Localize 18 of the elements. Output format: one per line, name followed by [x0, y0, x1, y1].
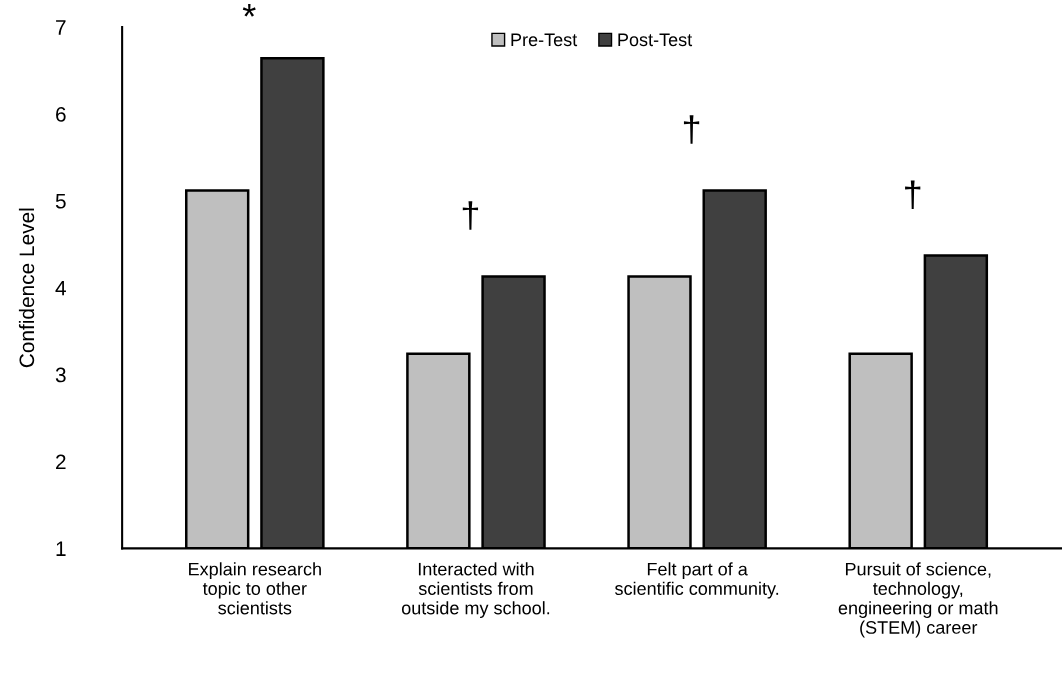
x-tick-label: Pursuit of science, technology, engineering or math (STEM) career [838, 562, 998, 638]
y-tick-label: 5 [55, 194, 66, 209]
y-axis-title: Confidence Level [18, 208, 35, 368]
x-tick-label: Felt part of a scientific community. [615, 562, 779, 599]
y-tick-label: 7 [56, 20, 66, 35]
annotation: † [683, 115, 700, 144]
annotation: † [905, 180, 921, 210]
y-tick-label: 2 [56, 454, 66, 470]
legend-label: Post-Test [618, 33, 693, 47]
legend-label: Pre-Test [511, 33, 578, 47]
x-tick-label: Interacted with scientists from outside my school. [401, 562, 550, 618]
y-tick-label: 4 [55, 280, 66, 296]
text: * [242, 3, 256, 17]
y-tick-label: 6 [56, 106, 66, 122]
x-tick-label: Explain research topic to other scientists [189, 562, 321, 615]
annotation: † [462, 201, 479, 230]
y-tick-label: 3 [55, 367, 66, 383]
y-tick-label: 1 [56, 541, 66, 556]
